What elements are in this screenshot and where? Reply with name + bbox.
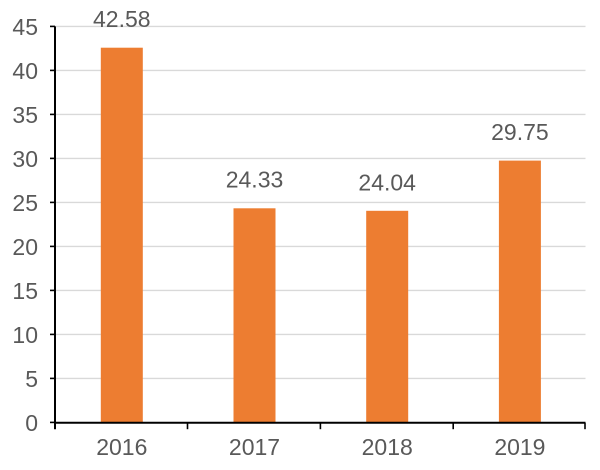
svg-text:2018: 2018	[362, 434, 413, 460]
svg-text:2017: 2017	[229, 434, 280, 460]
svg-text:5: 5	[25, 366, 38, 392]
svg-text:24.33: 24.33	[226, 167, 284, 193]
svg-text:45: 45	[12, 14, 38, 40]
svg-text:0: 0	[25, 410, 38, 436]
svg-text:10: 10	[12, 322, 38, 348]
svg-text:29.75: 29.75	[491, 119, 549, 145]
svg-text:30: 30	[12, 146, 38, 172]
svg-text:2019: 2019	[494, 434, 545, 460]
svg-text:2016: 2016	[96, 434, 147, 460]
svg-text:35: 35	[12, 102, 38, 128]
svg-text:42.58: 42.58	[93, 6, 151, 32]
svg-text:24.04: 24.04	[358, 170, 416, 196]
svg-text:40: 40	[12, 58, 38, 84]
svg-text:15: 15	[12, 278, 38, 304]
svg-text:20: 20	[12, 234, 38, 260]
svg-text:25: 25	[12, 190, 38, 216]
